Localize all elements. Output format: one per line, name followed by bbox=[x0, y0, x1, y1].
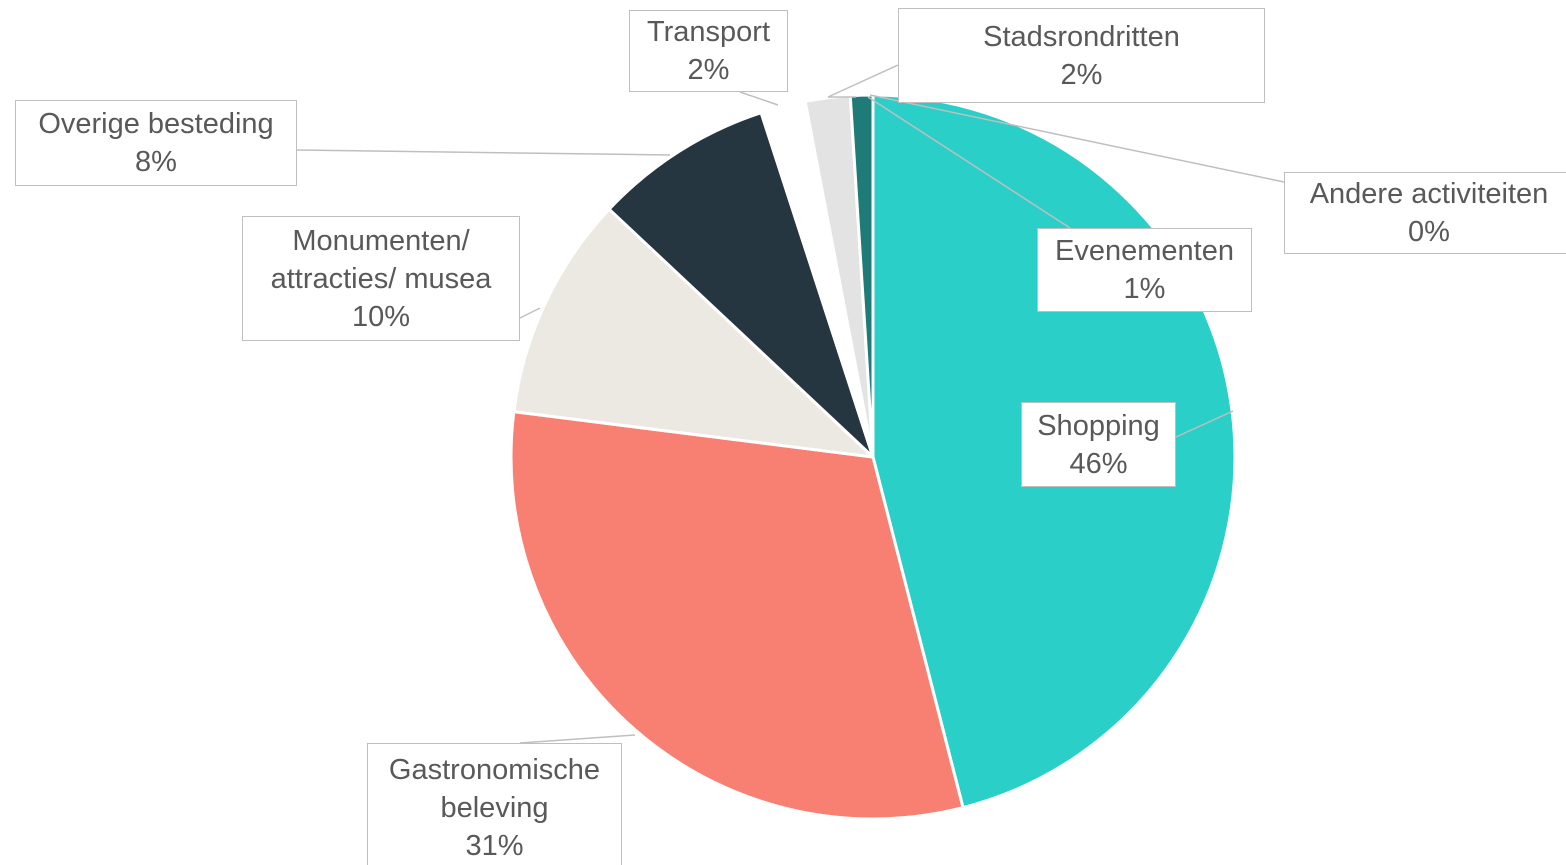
category-label: Overige besteding bbox=[38, 108, 274, 140]
leader-line bbox=[867, 96, 1071, 229]
category-label: Gastronomische beleving bbox=[388, 754, 601, 824]
pie-slice bbox=[512, 207, 875, 459]
value-label: 1% bbox=[1123, 273, 1166, 305]
value-label: 2% bbox=[1060, 58, 1103, 91]
leader-line bbox=[1175, 410, 1234, 438]
leader-line bbox=[827, 64, 899, 98]
value-label: 0% bbox=[1408, 216, 1450, 248]
data-label: Stadsrondritten 2% bbox=[898, 8, 1265, 103]
category-label: Monumenten/ attracties/ musea bbox=[270, 224, 492, 295]
value-label: 2% bbox=[687, 54, 730, 86]
value-label: 31% bbox=[465, 830, 524, 862]
data-label: Transport 2% bbox=[629, 10, 788, 92]
category-label: Shopping bbox=[1037, 409, 1160, 442]
data-label: Shopping 46% bbox=[1021, 402, 1176, 487]
data-label: Evenementen 1% bbox=[1037, 228, 1252, 312]
value-label: 10% bbox=[351, 300, 411, 333]
pie-slice bbox=[607, 111, 875, 459]
category-label: Evenementen bbox=[1055, 235, 1234, 267]
category-label: Andere activiteiten bbox=[1309, 178, 1549, 210]
leader-lines bbox=[296, 64, 1285, 744]
leader-line bbox=[519, 307, 541, 319]
value-label: 46% bbox=[1069, 447, 1128, 480]
leader-line bbox=[739, 91, 779, 106]
data-label: Andere activiteiten 0% bbox=[1284, 172, 1566, 254]
category-label: Transport bbox=[646, 16, 771, 48]
data-label: Monumenten/ attracties/ musea 10% bbox=[242, 216, 520, 341]
leader-line bbox=[296, 149, 671, 156]
data-label: Gastronomische beleving 31% bbox=[367, 743, 622, 865]
leader-line bbox=[869, 94, 1285, 183]
value-label: 8% bbox=[135, 146, 177, 178]
pie-slice bbox=[509, 410, 965, 821]
data-label: Overige besteding 8% bbox=[15, 100, 297, 186]
category-label: Stadsrondritten bbox=[983, 20, 1180, 53]
leader-line bbox=[519, 734, 636, 744]
